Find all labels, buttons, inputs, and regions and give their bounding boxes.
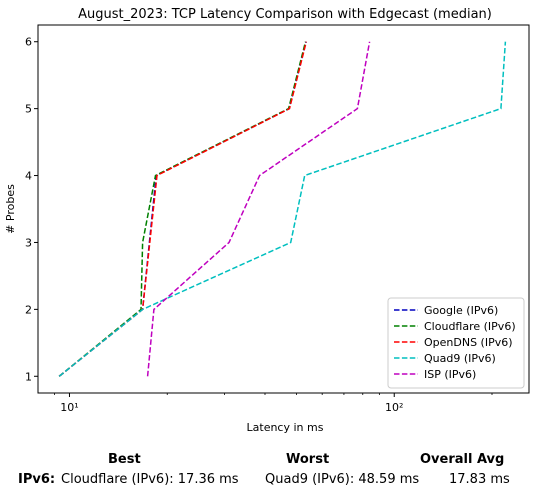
series-lines — [58, 41, 507, 377]
worst-heading: Worst — [286, 452, 330, 467]
y-axis-label: # Probes — [4, 184, 17, 234]
series-line-quad9-ipv6 — [58, 41, 507, 377]
best-value: Cloudflare (IPv6): 17.36 ms — [61, 472, 239, 487]
legend-label: ISP (IPv6) — [424, 368, 476, 381]
legend-box — [387, 297, 525, 389]
best-heading: Best — [108, 452, 141, 467]
legend-label: Cloudflare (IPv6) — [424, 320, 516, 333]
legend-label: OpenDNS (IPv6) — [424, 336, 513, 349]
y-tick-label: 1 — [25, 370, 32, 383]
worst-value: Quad9 (IPv6): 48.59 ms — [265, 472, 420, 487]
y-tick-label: 5 — [25, 103, 32, 116]
x-tick-label: 10¹ — [60, 401, 78, 414]
series-line-cloudflare-ipv6 — [58, 41, 307, 377]
y-tick-label: 4 — [25, 170, 32, 183]
legend-label: Quad9 (IPv6) — [424, 352, 496, 365]
latency-chart: August_2023: TCP Latency Comparison with… — [4, 7, 530, 434]
chart-title: August_2023: TCP Latency Comparison with… — [78, 7, 492, 22]
ipv6-row-label: IPv6: — [18, 472, 56, 487]
y-axis: 1 2 3 4 5 6 — [25, 36, 38, 383]
legend: Google (IPv6) Cloudflare (IPv6) OpenDNS (I… — [387, 297, 525, 389]
series-line-isp-ipv6 — [146, 41, 371, 377]
y-tick-label: 6 — [25, 36, 32, 49]
x-axis: 10¹ 10² — [54, 393, 493, 414]
y-tick-label: 2 — [25, 303, 32, 316]
x-axis-label: Latency in ms — [247, 421, 324, 434]
y-tick-label: 3 — [25, 236, 32, 249]
x-tick-label: 10² — [385, 401, 403, 414]
legend-label: Google (IPv6) — [424, 304, 498, 317]
avg-heading: Overall Avg — [420, 452, 505, 467]
avg-value: 17.83 ms — [449, 472, 510, 487]
